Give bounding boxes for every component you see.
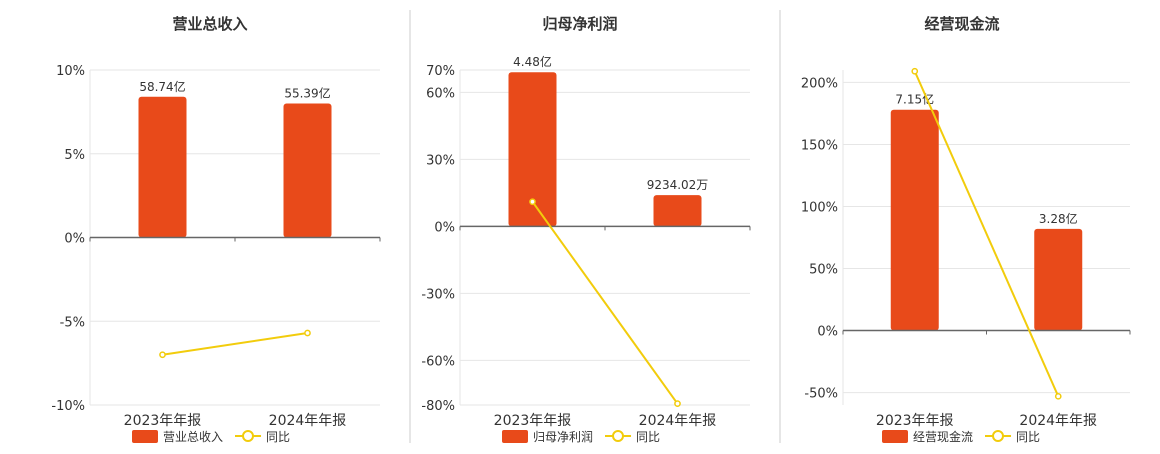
- chart3-x-category-label: 2023年年报: [876, 413, 954, 429]
- chart3-legend-bar-label: 经营现金流: [913, 429, 973, 444]
- chart3-x-category-label: 2024年年报: [1019, 413, 1097, 429]
- chart1-y-tick-label: -5%: [60, 315, 85, 330]
- chart3-y-tick-label: 100%: [801, 200, 838, 215]
- chart1-bar: [283, 103, 332, 238]
- chart2-y-tick-label: -60%: [421, 354, 455, 369]
- chart2-y-tick-label: 30%: [426, 153, 455, 168]
- chart3-title: 经营现金流: [924, 15, 999, 33]
- chart2-x-category-label: 2023年年报: [494, 413, 572, 429]
- chart2-bar-value-label: 9234.02万: [647, 178, 709, 192]
- chart3-legend-line-label: 同比: [1016, 430, 1040, 444]
- chart2-y-tick-label: 60%: [426, 86, 455, 101]
- chart3-bar: [890, 109, 939, 331]
- chart3-yoy-line: [913, 70, 1060, 397]
- chart1-title: 营业总收入: [172, 15, 247, 33]
- chart3-legend-line-marker: [992, 430, 1004, 442]
- chart2-legend-line-marker: [612, 430, 624, 442]
- chart1-bar-value-label: 55.39亿: [284, 86, 330, 101]
- chart1-y-tick-label: 5%: [64, 148, 85, 163]
- chart3-y-tick-label: 200%: [801, 76, 838, 91]
- chart2-y-tick-label: 0%: [434, 220, 455, 235]
- chart2-bar-value-label: 4.48亿: [513, 54, 552, 69]
- chart2-yoy-point: [674, 400, 681, 408]
- chart1-yoy-point: [159, 351, 166, 359]
- chart1-bar: [138, 96, 187, 238]
- chart2-yoy-line: [531, 201, 679, 405]
- chart1-bar-value-label: 58.74亿: [139, 79, 185, 94]
- chart3-y-tick-label: 150%: [801, 138, 838, 153]
- chart2-y-tick-label: 70%: [426, 64, 455, 79]
- chart2-bar: [508, 72, 557, 227]
- chart1-y-tick-label: 10%: [56, 64, 85, 79]
- chart3-y-tick-label: 0%: [817, 325, 838, 340]
- chart3-bar-value-label: 7.15亿: [895, 92, 934, 107]
- chart3-bar: [1034, 228, 1083, 331]
- chart2-y-tick-label: -30%: [421, 287, 455, 302]
- chart2-legend-bar-swatch: [502, 430, 528, 443]
- chart1-yoy-point: [304, 329, 311, 337]
- chart2-y-tick-label: -80%: [421, 399, 455, 414]
- chart3-y-tick-label: 50%: [809, 263, 838, 278]
- chart1-legend-bar-swatch: [132, 430, 158, 443]
- chart1-legend-line-label: 同比: [266, 430, 290, 444]
- chart1-x-category-label: 2024年年报: [269, 413, 347, 429]
- chart2-title: 归母净利润: [542, 15, 617, 33]
- chart1-legend-bar-label: 营业总收入: [163, 430, 223, 444]
- chart3-bar-value-label: 3.28亿: [1039, 211, 1078, 226]
- chart2-x-category-label: 2024年年报: [639, 413, 717, 429]
- chart3-y-tick-label: -50%: [804, 387, 838, 402]
- chart3-legend-bar-swatch: [882, 430, 908, 443]
- chart1-y-tick-label: -10%: [51, 399, 85, 414]
- chart2-legend-bar-label: 归母净利润: [533, 430, 593, 444]
- chart1-yoy-line: [162, 331, 308, 356]
- chart3-yoy-point: [1054, 392, 1062, 400]
- chart1-x-category-label: 2023年年报: [124, 413, 202, 429]
- chart2-yoy-point: [529, 198, 536, 206]
- chart1-legend-line-marker: [242, 430, 254, 442]
- chart1-y-tick-label: 0%: [64, 232, 85, 247]
- chart2-bar: [653, 195, 702, 227]
- chart2-legend-line-label: 同比: [636, 430, 660, 444]
- chart3-yoy-point: [911, 67, 919, 75]
